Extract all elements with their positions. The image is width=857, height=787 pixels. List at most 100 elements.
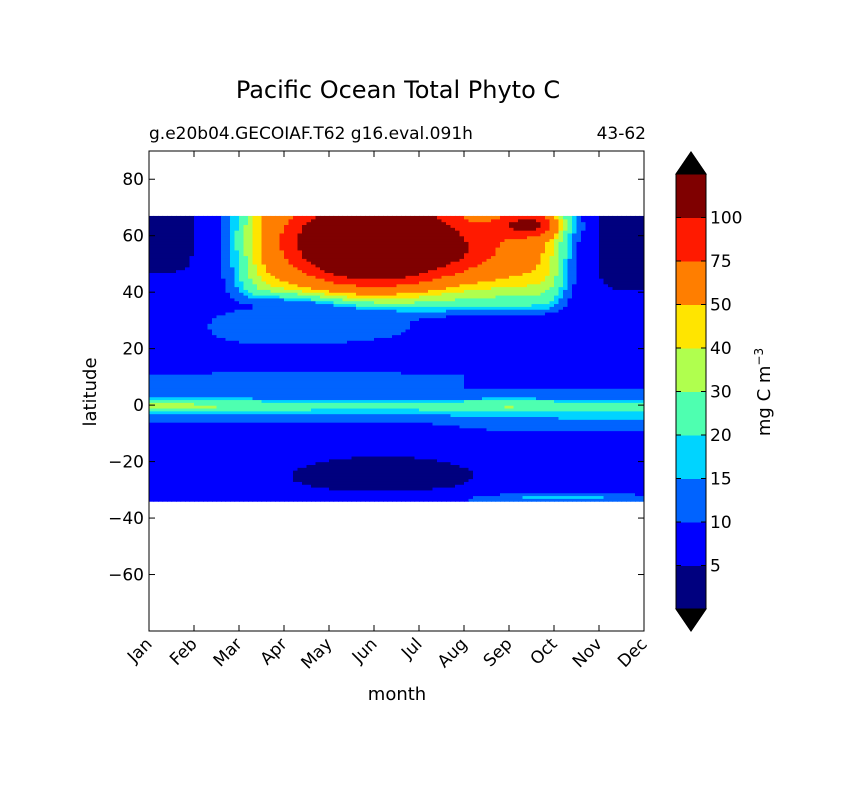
contour-cell <box>221 362 227 367</box>
contour-cell <box>266 478 272 482</box>
contour-cell <box>284 306 290 310</box>
contour-cell <box>167 430 173 434</box>
contour-cell <box>293 441 299 446</box>
contour-cell <box>288 334 294 338</box>
contour-cell <box>266 492 272 497</box>
contour-cell <box>270 331 276 336</box>
contour-cell <box>306 427 312 432</box>
contour-cell <box>225 430 231 434</box>
contour-cell <box>221 306 227 310</box>
contour-cell <box>153 495 159 499</box>
contour-cell <box>194 261 200 265</box>
contour-cell <box>315 433 321 437</box>
contour-cell <box>266 334 272 338</box>
contour-cell <box>275 317 281 322</box>
contour-cell <box>198 255 204 259</box>
contour-cell <box>221 419 227 423</box>
contour-cell <box>306 407 312 412</box>
contour-cell <box>239 306 245 310</box>
contour-cell <box>207 433 213 437</box>
contour-cell <box>234 472 240 477</box>
contour-cell <box>185 218 191 223</box>
contour-cell <box>203 235 209 240</box>
contour-cell <box>257 433 263 437</box>
contour-cell <box>297 433 303 437</box>
contour-cell <box>207 430 213 434</box>
contour-cell <box>320 314 326 319</box>
contour-cell <box>180 470 186 474</box>
contour-cell <box>221 252 227 257</box>
contour-cell <box>180 303 186 307</box>
contour-cell <box>248 374 254 378</box>
contour-cell <box>252 492 258 497</box>
contour-cell <box>261 343 267 347</box>
contour-cell <box>293 235 299 240</box>
contour-cell <box>243 388 249 392</box>
contour-cell <box>185 309 191 313</box>
contour-cell <box>243 478 249 482</box>
contour-cell <box>230 269 236 274</box>
contour-cell <box>171 314 177 319</box>
contour-cell <box>279 450 285 454</box>
contour-cell <box>261 393 267 398</box>
contour-cell <box>180 413 186 418</box>
contour-cell <box>162 317 168 322</box>
contour-cell <box>306 382 312 386</box>
contour-cell <box>239 232 245 237</box>
contour-cell <box>293 351 299 355</box>
contour-cell <box>162 472 168 477</box>
contour-cell <box>207 422 213 426</box>
contour-cell <box>203 317 209 322</box>
contour-cell <box>297 495 303 499</box>
contour-cell <box>302 280 308 285</box>
contour-cell <box>284 424 290 429</box>
contour-cell <box>167 382 173 386</box>
contour-cell <box>167 348 173 353</box>
contour-cell <box>216 292 222 296</box>
contour-cell <box>266 278 272 282</box>
contour-cell <box>203 427 209 432</box>
contour-cell <box>203 472 209 477</box>
contour-cell <box>252 311 258 316</box>
contour-cell <box>167 340 173 344</box>
contour-cell <box>243 280 249 285</box>
contour-cell <box>189 323 195 327</box>
contour-cell <box>257 244 263 248</box>
contour-cell <box>261 314 267 319</box>
contour-cell <box>180 396 186 401</box>
contour-cell <box>266 441 272 446</box>
contour-cell <box>297 249 303 254</box>
contour-cell <box>270 464 276 468</box>
contour-cell <box>153 472 159 477</box>
contour-cell <box>311 416 317 420</box>
contour-cell <box>297 309 303 313</box>
plot-area <box>148 150 645 632</box>
contour-cell <box>153 269 159 274</box>
contour-cell <box>234 232 240 237</box>
contour-cell <box>234 416 240 420</box>
contour-cell <box>266 297 272 302</box>
contour-cell <box>320 343 326 347</box>
contour-cell <box>248 275 254 279</box>
contour-cell <box>320 444 326 449</box>
contour-cell <box>252 458 258 463</box>
contour-cell <box>311 235 317 240</box>
contour-cell <box>306 385 312 389</box>
contour-cell <box>207 345 213 350</box>
contour-cell <box>257 484 263 488</box>
contour-cell <box>176 492 182 497</box>
contour-cell <box>216 427 222 432</box>
contour-cell <box>257 492 263 497</box>
contour-cell <box>167 351 173 355</box>
contour-cell <box>306 430 312 434</box>
contour-cell <box>275 433 281 437</box>
contour-cell <box>153 374 159 378</box>
contour-cell <box>176 303 182 307</box>
contour-cell <box>225 484 231 488</box>
contour-cell <box>180 241 186 245</box>
contour-cell <box>185 368 191 372</box>
contour-cell <box>207 351 213 355</box>
contour-cell <box>311 289 317 293</box>
contour-cell <box>185 416 191 420</box>
contour-cell <box>239 464 245 468</box>
